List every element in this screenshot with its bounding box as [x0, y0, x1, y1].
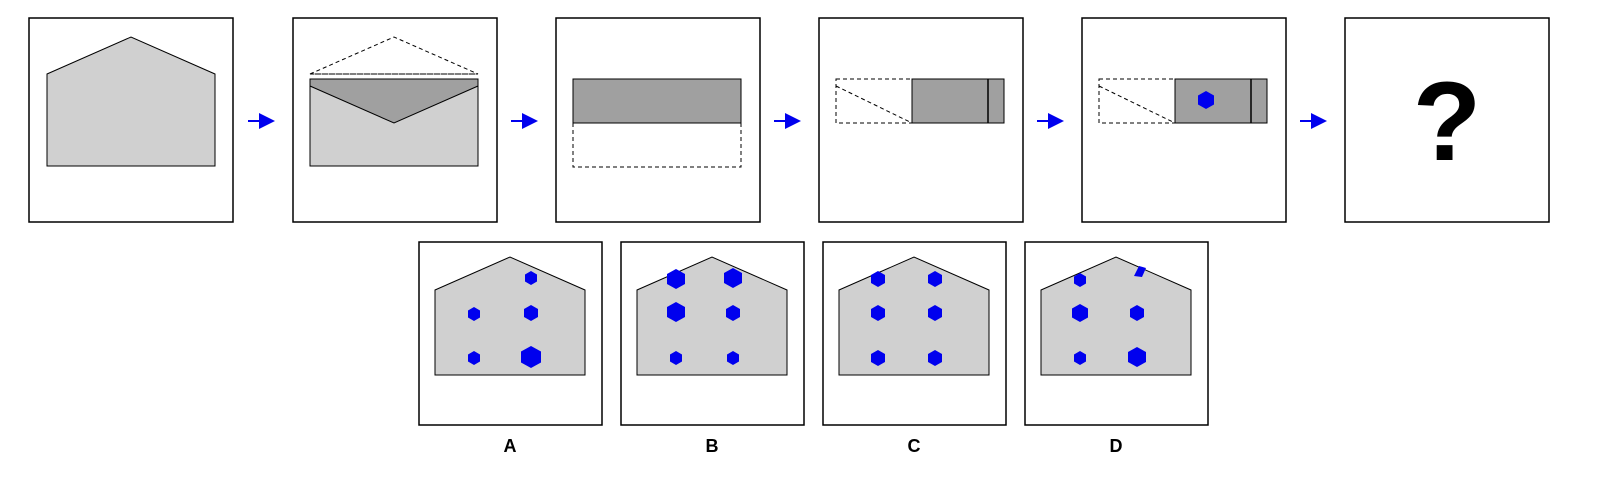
- hole-hexagon: [928, 305, 942, 321]
- option-a-label[interactable]: A: [503, 436, 517, 456]
- step-5-panel: [1081, 17, 1287, 223]
- hole-hexagon: [1074, 351, 1086, 365]
- step-1-panel: [28, 17, 234, 223]
- option-b-panel[interactable]: [620, 241, 805, 426]
- punched-hole-hexagon: [1198, 91, 1214, 109]
- hole-hexagon: [468, 307, 480, 321]
- hole-hexagon: [727, 351, 739, 365]
- hole-hexagon: [726, 305, 740, 321]
- hole-hexagon: [1128, 347, 1146, 367]
- option-c-panel[interactable]: [822, 241, 1007, 426]
- hole-hexagon: [468, 351, 480, 365]
- pentagon-unfolded: [1040, 256, 1192, 376]
- step-4-panel: [818, 17, 1024, 223]
- hole-hexagon: [871, 305, 885, 321]
- hole-hexagon: [1074, 273, 1086, 287]
- hole-hexagon: [667, 269, 685, 289]
- hole-hexagon: [724, 268, 742, 288]
- folded-stack: [911, 78, 1005, 124]
- hole-hexagon: [871, 271, 885, 287]
- folded-strip: [572, 78, 742, 124]
- step-6-panel: ?: [1344, 17, 1550, 223]
- folded-stack: [1174, 78, 1268, 124]
- hole-hexagon: [525, 271, 537, 285]
- hole-hexagon: [667, 302, 685, 322]
- folded-flap: [309, 78, 479, 124]
- step-2-panel: [292, 17, 498, 223]
- hole-hexagon: [928, 271, 942, 287]
- hole-hexagon-partial: [1134, 266, 1146, 277]
- hole-hexagon: [871, 350, 885, 366]
- hole-hexagon: [521, 346, 541, 368]
- pentagon-unfolded: [838, 256, 990, 376]
- step-3-panel: [555, 17, 761, 223]
- hole-hexagon: [524, 305, 538, 321]
- option-d-label[interactable]: D: [1109, 436, 1123, 456]
- option-a-panel[interactable]: [418, 241, 603, 426]
- hole-hexagon: [928, 350, 942, 366]
- pentagon-unfolded: [434, 256, 586, 376]
- option-c-label[interactable]: C: [907, 436, 921, 456]
- hole-hexagon: [1130, 305, 1144, 321]
- hole-hexagon: [670, 351, 682, 365]
- question-mark: ?: [1413, 59, 1481, 184]
- hole-hexagon: [1072, 304, 1088, 322]
- option-d-panel[interactable]: [1024, 241, 1209, 426]
- original-bottom-dashed: [572, 122, 742, 168]
- option-b-label[interactable]: B: [705, 436, 719, 456]
- left-dashed-diagonal: [1098, 85, 1176, 124]
- pentagon-paper: [46, 36, 216, 167]
- left-dashed-diagonal: [835, 85, 913, 124]
